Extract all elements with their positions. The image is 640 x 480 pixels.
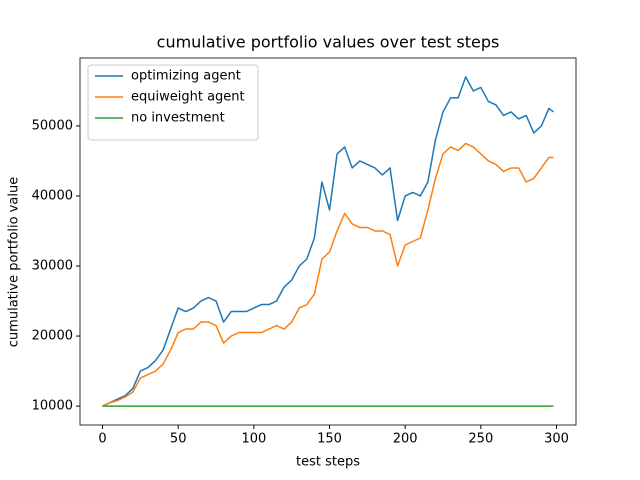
x-tick-label: 50 <box>170 432 187 447</box>
x-tick-label: 250 <box>468 432 493 447</box>
y-tick-label: 40000 <box>32 188 73 203</box>
y-axis-label: cumulative portfolio value <box>7 177 22 347</box>
y-tick-label: 30000 <box>32 259 73 274</box>
x-axis-label: test steps <box>296 455 360 470</box>
legend-label: equiweight agent <box>131 90 245 105</box>
legend-box <box>87 64 259 141</box>
y-tick-label: 10000 <box>32 399 73 414</box>
legend-label: optimizing agent <box>131 69 241 84</box>
x-tick-label: 300 <box>544 432 569 447</box>
y-tick-label: 20000 <box>32 329 73 344</box>
data-line <box>102 76 554 407</box>
x-tick-label: 0 <box>98 432 106 447</box>
x-tick-label: 200 <box>393 432 418 447</box>
plot-frame <box>79 57 577 426</box>
x-tick-label: 150 <box>317 432 342 447</box>
y-tick-label: 50000 <box>32 118 73 133</box>
chart-title: cumulative portfolio values over test st… <box>157 33 500 52</box>
legend-label: no investment <box>131 111 225 126</box>
data-line <box>102 142 554 407</box>
x-tick-label: 100 <box>241 432 266 447</box>
